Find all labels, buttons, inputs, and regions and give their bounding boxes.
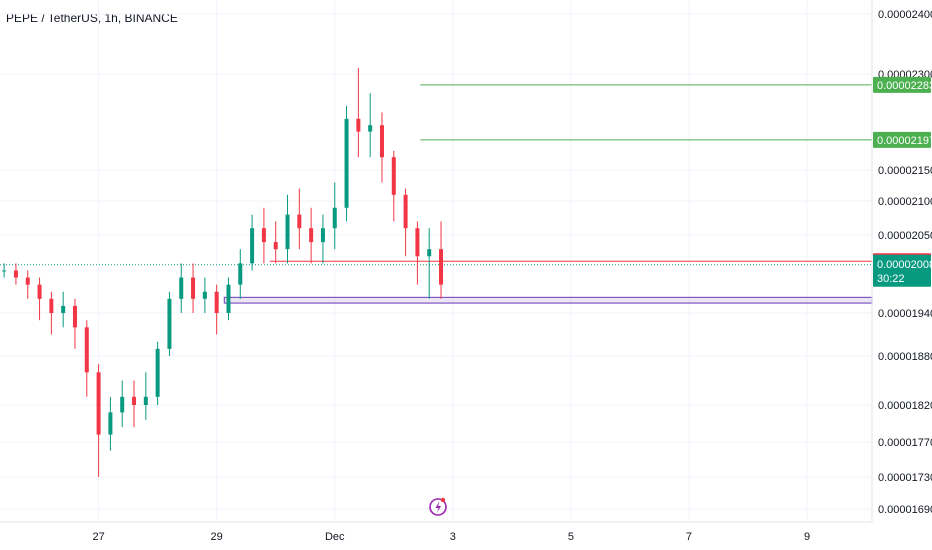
price-badge-label: 0.00002197 (877, 135, 932, 147)
candle-body (202, 291, 207, 299)
candle-body (285, 214, 290, 250)
x-tick-label: 5 (568, 531, 574, 543)
candle-body (120, 396, 125, 413)
y-tick-label: 0.00001880 (878, 351, 932, 363)
price-badge (873, 76, 931, 93)
last-price-label: 0.00002008 (877, 259, 932, 271)
candle-body (226, 284, 231, 313)
x-tick-label: 3 (450, 531, 456, 543)
y-tick-label: 0.00002050 (878, 230, 932, 242)
candle-body (132, 396, 137, 405)
candle-body (427, 249, 432, 257)
candle-body (155, 348, 160, 397)
candle-body (108, 412, 113, 435)
candle-body (2, 270, 7, 272)
y-tick-label: 0.00001940 (878, 308, 932, 320)
last-price-badge (873, 254, 931, 287)
x-tick-label: 7 (686, 531, 692, 543)
candle-body (261, 228, 266, 243)
x-tick-label: 29 (211, 531, 223, 543)
candle-body (179, 277, 184, 299)
price-badge (873, 131, 931, 148)
candle-body (167, 298, 172, 349)
y-tick-label: 0.00002100 (878, 196, 932, 208)
candle-body (332, 207, 337, 229)
candle-body (72, 305, 77, 328)
candle-body (356, 118, 361, 132)
candle-body (415, 228, 420, 257)
candle-body (391, 157, 396, 195)
candle-body (214, 291, 219, 313)
countdown-label: 30:22 (877, 273, 905, 285)
y-tick-label: 0.00002400 (878, 9, 932, 21)
candle-body (96, 372, 101, 435)
candle-body (344, 118, 349, 208)
y-tick-label: 0.00001690 (878, 504, 932, 516)
y-tick-label: 0.00001730 (878, 472, 932, 484)
candle-body (37, 284, 42, 299)
candle-body (309, 228, 314, 243)
x-tick-label: 9 (804, 531, 810, 543)
x-tick-label: 27 (92, 531, 104, 543)
y-tick-label: 0.00001770 (878, 437, 932, 449)
candle-body (379, 125, 384, 158)
candle-body (320, 228, 325, 243)
candle-body (143, 396, 148, 405)
candle-body (49, 298, 54, 313)
candle-body (273, 242, 278, 250)
y-tick-label: 0.00001820 (878, 400, 932, 412)
candle-body (250, 228, 255, 264)
candle-body (25, 277, 30, 285)
candle-body (61, 305, 66, 313)
candle-body (238, 263, 243, 285)
y-tick-label: 0.00002150 (878, 165, 932, 177)
x-tick-label: Dec (325, 531, 345, 543)
candle-body (191, 277, 196, 299)
candle-body (368, 125, 373, 132)
candle-body (403, 194, 408, 229)
lightning-icon[interactable] (429, 497, 447, 516)
candle-body (84, 327, 89, 373)
candle-body (13, 270, 18, 278)
candle-body (297, 214, 302, 229)
price-badge-label: 0.00002283 (877, 80, 932, 92)
candle-body (439, 249, 444, 285)
demand-zone (223, 296, 873, 304)
